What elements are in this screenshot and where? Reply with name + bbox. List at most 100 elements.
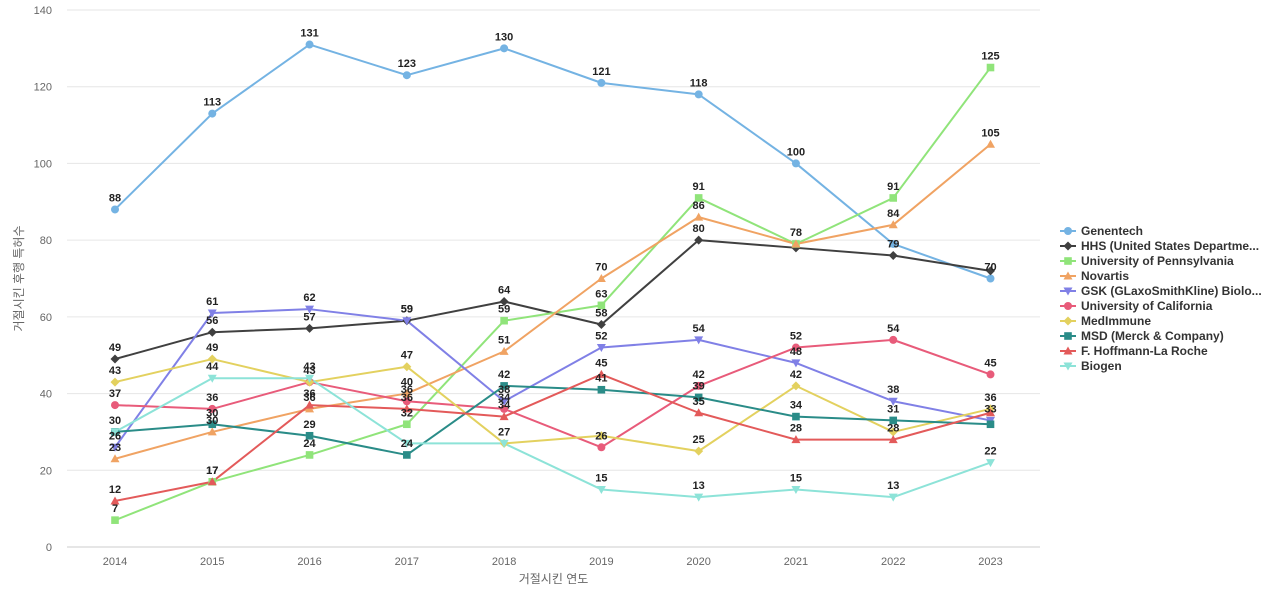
series-0-point [889, 239, 898, 248]
series-3-point [694, 212, 704, 221]
series-0-point [111, 205, 119, 214]
data-label: 23 [109, 442, 121, 454]
data-label: 24 [401, 438, 414, 450]
series-lines [114, 43, 992, 522]
legend-item[interactable]: University of California [1060, 299, 1213, 313]
series-6-point [207, 354, 217, 364]
legend-swatch-marker [1064, 257, 1072, 265]
data-label: 24 [303, 438, 316, 450]
series-3-point [596, 274, 606, 282]
data-label: 30 [206, 407, 218, 419]
series-line-4 [114, 308, 991, 448]
series-7-point [694, 393, 703, 402]
y-tick-label: 0 [46, 542, 52, 554]
legend-label: MSD (Merck & Company) [1081, 329, 1224, 343]
series-0-point [208, 109, 217, 118]
series-5-point [500, 404, 509, 413]
data-label: 131 [300, 28, 318, 40]
series-line-3 [114, 143, 992, 460]
data-label: 12 [109, 484, 121, 496]
data-label: 36 [303, 388, 315, 400]
data-label: 91 [887, 181, 899, 193]
data-label: 33 [984, 403, 996, 415]
series-8-point [596, 369, 606, 378]
series-7-point [889, 416, 898, 425]
series-2-point [500, 316, 508, 325]
series-6-point [110, 377, 120, 387]
legend-item[interactable]: MSD (Merck & Company) [1060, 329, 1224, 343]
series-0-point [500, 44, 509, 53]
x-tick-label: 2015 [200, 556, 224, 568]
series-7-point [792, 412, 800, 421]
data-label: 64 [498, 285, 511, 297]
series-2-point [305, 451, 314, 459]
data-label: 43 [303, 365, 315, 377]
data-label: 15 [790, 472, 802, 484]
series-3-point [499, 346, 509, 355]
series-1-point [596, 320, 606, 330]
series-8-point [305, 400, 315, 409]
y-tick-label: 60 [40, 312, 52, 324]
series-4-point [791, 359, 801, 368]
data-label: 123 [398, 58, 416, 70]
data-label: 91 [693, 181, 705, 193]
series-8-point [791, 435, 801, 444]
data-label: 42 [790, 369, 802, 381]
legend-item[interactable]: MedImmune [1060, 314, 1151, 328]
series-2-point [111, 516, 119, 524]
series-5-point [111, 401, 119, 410]
data-label: 31 [887, 403, 899, 415]
legend-item[interactable]: HHS (United States Departme... [1060, 239, 1259, 253]
legend-item[interactable]: University of Pennsylvania [1060, 254, 1234, 268]
data-label: 51 [498, 334, 510, 346]
data-label: 57 [303, 311, 315, 323]
series-5-point [791, 343, 800, 352]
series-9-point [986, 459, 995, 468]
legend-item[interactable]: GSK (GLaxoSmithKline) Biolo... [1060, 284, 1262, 298]
legend-item[interactable]: Genentech [1060, 224, 1143, 238]
series-9-point [888, 493, 898, 502]
data-label: 45 [984, 357, 996, 369]
series-8-point [402, 404, 412, 413]
data-label: 43 [303, 361, 315, 373]
series-5-point [986, 370, 995, 379]
series-4-point [888, 397, 898, 406]
data-label: 13 [693, 480, 705, 492]
data-label: 38 [887, 384, 899, 396]
series-1-point [305, 323, 315, 333]
series-9-point [596, 485, 606, 494]
data-label: 36 [984, 392, 996, 404]
series-3-point [791, 239, 801, 248]
series-6-point [791, 381, 801, 391]
series-2-point [986, 63, 995, 72]
data-label: 47 [401, 350, 413, 362]
legend-swatch-marker [1063, 287, 1073, 296]
x-axis-title: 거절시킨 연도 [519, 572, 589, 586]
series-0-point [694, 90, 703, 99]
series-9-point [305, 374, 315, 383]
legend-swatch-marker [1063, 362, 1073, 371]
data-label: 78 [790, 227, 802, 239]
y-tick-label: 140 [34, 5, 52, 17]
data-label: 86 [693, 200, 705, 212]
series-2-point [597, 301, 606, 310]
legend-item[interactable]: F. Hoffmann-La Roche [1060, 344, 1208, 358]
data-label: 100 [787, 146, 805, 158]
series-3-point [207, 427, 217, 436]
series-0-point [402, 71, 411, 80]
data-label: 79 [887, 238, 899, 250]
data-label: 7 [112, 503, 118, 515]
legend-item[interactable]: Biogen [1060, 359, 1122, 373]
series-3-point [986, 139, 995, 148]
legend-item[interactable]: Novartis [1060, 269, 1129, 283]
series-7-point [305, 431, 314, 440]
data-label: 25 [693, 434, 705, 446]
data-label: 36 [401, 384, 413, 396]
series-line-9 [114, 377, 991, 499]
data-label: 41 [595, 373, 607, 385]
data-label: 32 [401, 407, 413, 419]
legend-label: F. Hoffmann-La Roche [1081, 344, 1208, 358]
series-6-point [596, 431, 606, 441]
